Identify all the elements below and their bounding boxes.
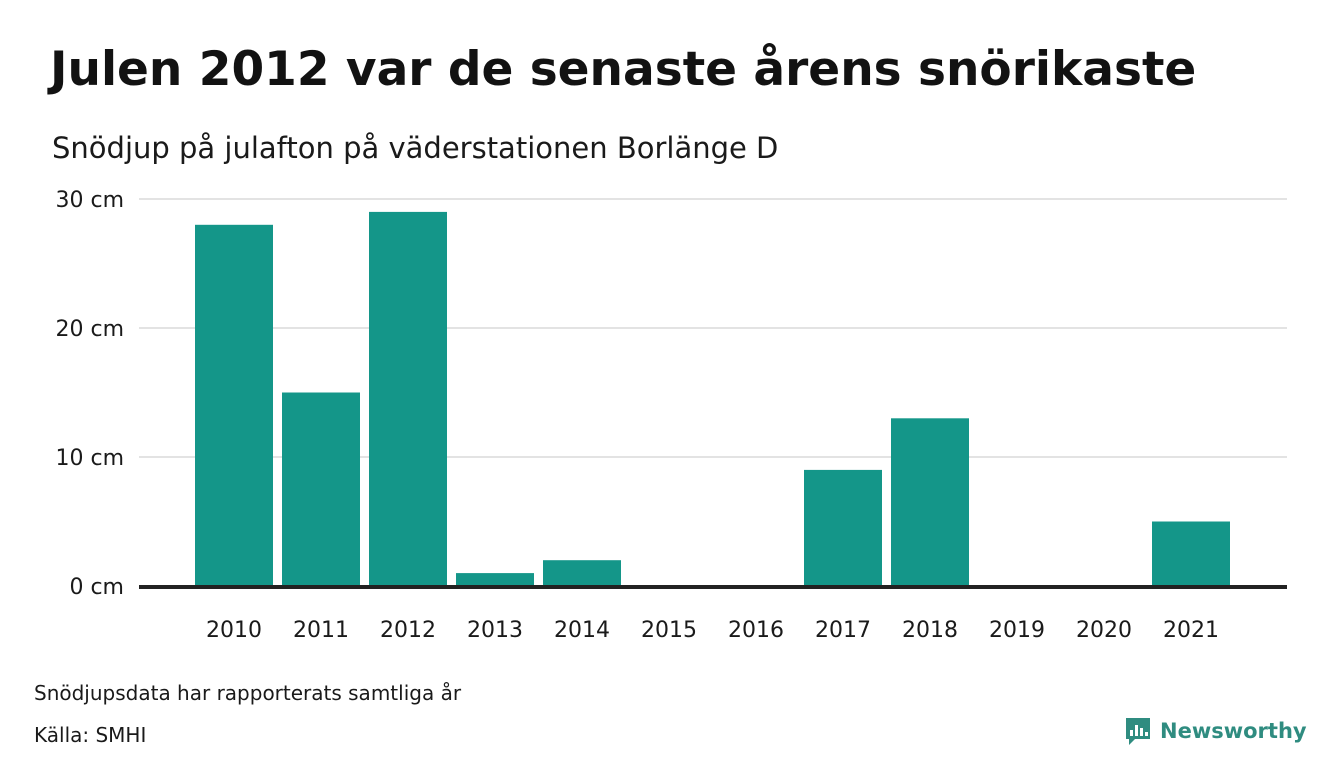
x-tick-label: 2012 xyxy=(380,618,436,643)
footnote: Snödjupsdata har rapporterats samtliga å… xyxy=(34,681,462,705)
chart-subtitle: Snödjup på julafton på väderstationen Bo… xyxy=(52,131,779,165)
bars xyxy=(195,211,1230,587)
x-tick-label: 2020 xyxy=(1076,618,1132,643)
x-tick-label: 2019 xyxy=(989,618,1045,643)
x-tick-label: 2021 xyxy=(1163,618,1219,643)
source-credit: Källa: SMHI xyxy=(34,723,147,747)
newsworthy-logo-icon xyxy=(1126,718,1150,745)
x-tick-label: 2010 xyxy=(206,618,262,643)
bar-2018 xyxy=(891,418,969,586)
x-tick-label: 2018 xyxy=(902,618,958,643)
bar-2010 xyxy=(195,224,273,587)
x-tick-label: 2014 xyxy=(554,618,610,643)
chart-title: Julen 2012 var de senaste årens snörikas… xyxy=(50,42,1197,97)
x-tick-label: 2011 xyxy=(293,618,349,643)
x-tick-label: 2016 xyxy=(728,618,784,643)
bar-2017 xyxy=(804,469,882,586)
y-axis-tick-labels: 0 cm 10 cm 20 cm 30 cm xyxy=(55,188,124,600)
bar-2012 xyxy=(369,211,447,586)
newsworthy-logo: Newsworthy xyxy=(1124,714,1307,748)
bar-2013 xyxy=(456,573,534,586)
bar-2011 xyxy=(282,392,360,586)
x-tick-label: 2013 xyxy=(467,618,523,643)
bar-chart: 0 cm 10 cm 20 cm 30 cm 2010 2011 2012 2013 2014… xyxy=(55,188,1287,643)
y-tick-label: 20 cm xyxy=(55,317,124,342)
y-tick-label: 10 cm xyxy=(55,446,124,471)
x-axis-tick-labels: 2010 2011 2012 2013 2014 2015 2016 2017 2018 2019… xyxy=(206,618,1219,643)
x-tick-label: 2017 xyxy=(815,618,871,643)
y-tick-label: 0 cm xyxy=(69,575,124,600)
bar-2021 xyxy=(1152,521,1230,586)
bar-2014 xyxy=(543,560,621,586)
brand-name: Newsworthy xyxy=(1160,719,1307,743)
x-tick-label: 2015 xyxy=(641,618,697,643)
y-tick-label: 30 cm xyxy=(55,188,124,213)
